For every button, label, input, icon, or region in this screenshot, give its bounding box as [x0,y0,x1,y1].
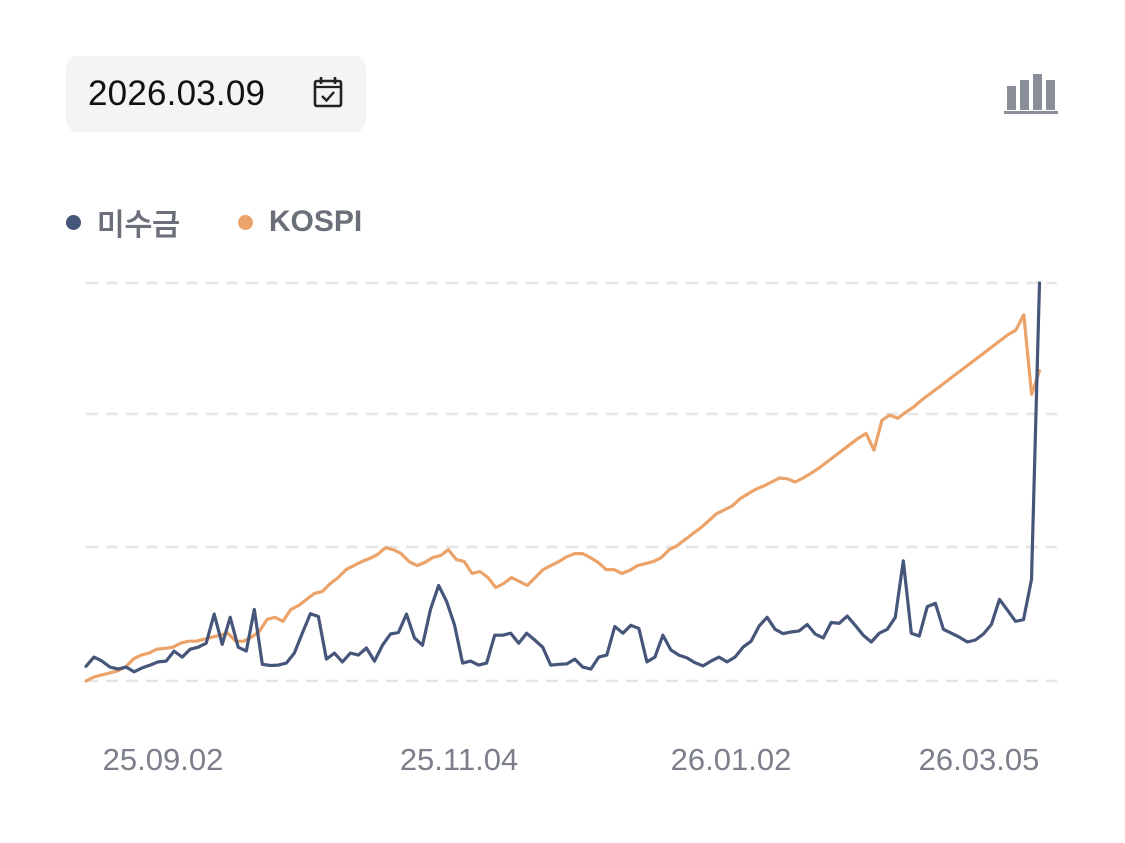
x-tick-label-1: 25.11.04 [400,742,518,777]
selected-date: 2026.03.09 [88,74,266,113]
x-tick-label-0: 25.09.02 [103,742,224,777]
x-tick-label-2: 26.01.02 [671,742,792,777]
date-picker[interactable]: 2026.03.09 [66,56,366,132]
legend-dot-kospi [237,214,253,230]
calendar-check-icon [313,77,343,108]
x-tick-label-3: 26.03.05 [919,742,1040,777]
legend-dot-receivables [66,214,81,230]
legend-item-receivables[interactable]: 미수금 [66,200,180,244]
series-line-kospi [84,313,1042,683]
chart-legend: 미수금 KOSPI [66,200,420,244]
legend-label-receivables: 미수금 [97,209,180,242]
bar-chart-icon[interactable] [1000,70,1062,118]
series-line-receivables [84,281,1042,674]
legend-label-kospi: KOSPI [268,205,363,238]
legend-item-kospi[interactable]: KOSPI [237,205,363,239]
